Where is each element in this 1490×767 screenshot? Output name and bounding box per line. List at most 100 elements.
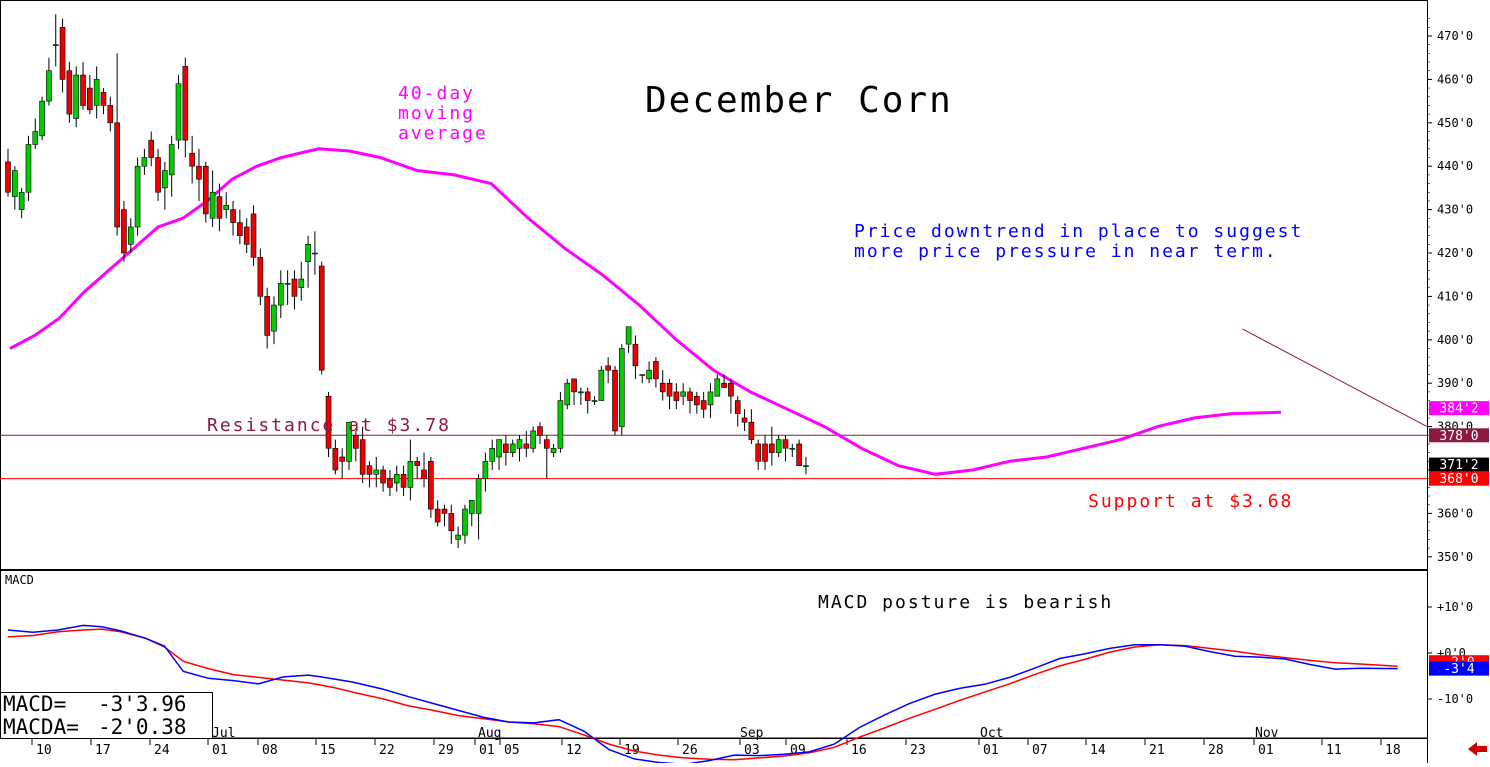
candle-body bbox=[782, 439, 789, 449]
candle bbox=[748, 409, 755, 444]
candle-body bbox=[653, 361, 659, 380]
macd-panel-label: MACD bbox=[5, 573, 34, 587]
candle-body bbox=[591, 400, 598, 402]
candle bbox=[134, 157, 141, 236]
candle-body bbox=[489, 447, 496, 462]
candle-body bbox=[312, 252, 318, 255]
candle bbox=[694, 391, 700, 414]
candle-body bbox=[353, 434, 359, 449]
candle-body bbox=[332, 447, 339, 471]
candle-body bbox=[134, 165, 141, 228]
price-tag-label: 384'2 bbox=[1439, 402, 1478, 417]
candle-body bbox=[530, 430, 536, 449]
candle bbox=[189, 135, 195, 184]
candle bbox=[803, 456, 809, 475]
candle bbox=[741, 409, 748, 431]
candle bbox=[393, 465, 400, 492]
candle-body bbox=[148, 139, 155, 158]
macd-readout-box bbox=[0, 692, 213, 739]
price-tag-label: 371'2 bbox=[1439, 458, 1478, 473]
candle bbox=[503, 435, 509, 466]
candle bbox=[230, 200, 236, 236]
month-label: Sep bbox=[740, 726, 764, 741]
candle-body bbox=[12, 170, 18, 197]
candle-body bbox=[694, 395, 700, 406]
candle-body bbox=[52, 44, 59, 46]
candle bbox=[46, 57, 52, 106]
candle-body bbox=[550, 447, 557, 453]
candle-body bbox=[441, 508, 448, 514]
candle bbox=[264, 287, 270, 349]
candle bbox=[414, 456, 421, 479]
candle bbox=[564, 378, 571, 410]
candle-body bbox=[612, 369, 618, 432]
price-tag-label: 368'0 bbox=[1439, 472, 1478, 487]
candle-body bbox=[189, 152, 195, 167]
candle bbox=[407, 439, 414, 501]
macd-signal-line bbox=[7, 628, 1398, 761]
price-tick-label: 450'0 bbox=[1437, 116, 1473, 130]
candle-body bbox=[796, 443, 802, 466]
candle-body bbox=[748, 421, 755, 440]
candle bbox=[796, 439, 802, 466]
macd-tag-box bbox=[1429, 661, 1489, 676]
candle bbox=[216, 183, 223, 232]
candle-body bbox=[18, 191, 25, 210]
candle-body bbox=[400, 474, 407, 488]
macda-readout-label: MACDA= bbox=[3, 715, 79, 739]
candle bbox=[448, 504, 455, 544]
candle-body bbox=[80, 74, 86, 106]
candle-body bbox=[39, 100, 45, 137]
candle-body bbox=[673, 391, 680, 401]
candle bbox=[612, 365, 618, 436]
moving-average-series bbox=[9, 147, 1282, 476]
candle bbox=[182, 57, 189, 158]
candle bbox=[789, 443, 796, 457]
candle bbox=[646, 361, 652, 384]
candle-body bbox=[162, 170, 168, 189]
candle-body bbox=[237, 222, 243, 236]
resistance-label: Resistance at $3.78 bbox=[207, 415, 451, 436]
candle-body bbox=[107, 105, 114, 124]
candle bbox=[475, 474, 482, 540]
candle-body bbox=[475, 478, 482, 514]
candle bbox=[66, 62, 73, 123]
macda-readout-value: -2'0.38 bbox=[98, 715, 187, 739]
candle-body bbox=[216, 196, 223, 219]
candle bbox=[107, 96, 114, 132]
time-tick-label: 08 bbox=[262, 743, 278, 758]
candle-body bbox=[291, 278, 298, 297]
arrow-left-icon[interactable] bbox=[1468, 742, 1487, 756]
candle bbox=[359, 426, 366, 484]
candle-body bbox=[789, 447, 796, 450]
candle bbox=[728, 378, 734, 414]
candle bbox=[578, 387, 584, 405]
candle bbox=[482, 452, 489, 492]
candle bbox=[455, 526, 461, 549]
price-tag-box bbox=[1429, 471, 1489, 486]
candle bbox=[434, 500, 441, 527]
candle bbox=[428, 456, 434, 518]
price-tick-label: 440'0 bbox=[1437, 159, 1473, 173]
candle bbox=[175, 75, 182, 149]
candle-body bbox=[114, 122, 120, 228]
candle-body bbox=[257, 257, 264, 297]
candle-body bbox=[428, 461, 434, 510]
candle-body bbox=[141, 157, 148, 167]
time-tick-label: 07 bbox=[1032, 743, 1048, 758]
price-tick-label: 400'0 bbox=[1437, 333, 1473, 347]
candle bbox=[339, 448, 345, 479]
price-tag-box bbox=[1429, 401, 1489, 416]
candlestick-series bbox=[5, 14, 809, 549]
candle bbox=[571, 378, 577, 405]
candle-body bbox=[714, 378, 721, 397]
time-tick-label: 11 bbox=[1326, 743, 1342, 758]
candle bbox=[666, 378, 673, 410]
candle bbox=[537, 422, 543, 444]
candle bbox=[721, 374, 727, 388]
candle-body bbox=[5, 161, 11, 193]
candle bbox=[100, 88, 107, 115]
candle-body bbox=[564, 382, 571, 406]
candle-body bbox=[223, 204, 230, 210]
candle bbox=[400, 465, 407, 497]
